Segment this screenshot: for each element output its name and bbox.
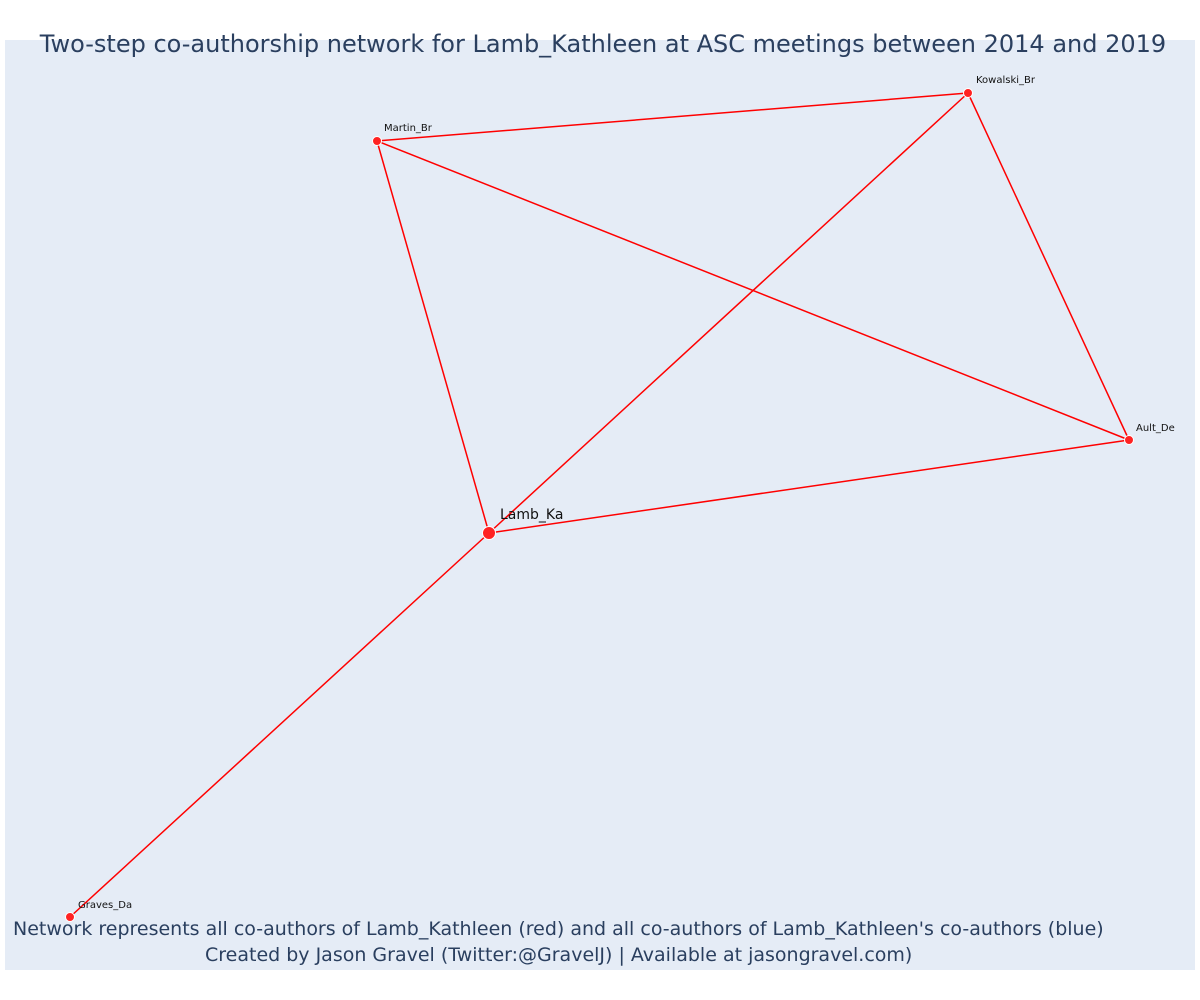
edge-martin_br-lamb_ka	[376, 140, 490, 534]
node-label-lamb_ka: Lamb_Ka	[500, 507, 563, 523]
node-label-kowalski_br: Kowalski_Br	[976, 75, 1036, 86]
nodes-layer	[65, 88, 1134, 922]
caption-line-2: Created by Jason Gravel (Twitter:@Gravel…	[205, 944, 913, 966]
node-ault_de[interactable]	[1124, 435, 1134, 445]
edge-lamb_ka-graves_da	[69, 532, 490, 918]
node-martin_br[interactable]	[372, 136, 382, 146]
edges-layer	[69, 92, 1130, 918]
node-lamb_ka[interactable]	[482, 526, 496, 540]
node-label-graves_da: Graves_Da	[78, 900, 132, 911]
node-label-ault_de: Ault_De	[1136, 423, 1175, 434]
chart-title: Two-step co-authorship network for Lamb_…	[39, 30, 1167, 58]
edge-kowalski_br-lamb_ka	[488, 92, 969, 534]
node-label-martin_br: Martin_Br	[384, 123, 433, 134]
edge-martin_br-kowalski_br	[376, 92, 969, 142]
plot-area	[5, 40, 1195, 970]
labels-layer: Lamb_Ka Martin_Br Kowalski_Br Ault_De Graves…	[78, 75, 1175, 911]
edge-ault_de-lamb_ka	[488, 439, 1130, 534]
caption-line-1: Network represents all co-authors of Lam…	[13, 918, 1104, 940]
node-kowalski_br[interactable]	[963, 88, 973, 98]
edge-kowalski_br-ault_de	[967, 92, 1130, 441]
node-graves_da[interactable]	[65, 912, 75, 922]
